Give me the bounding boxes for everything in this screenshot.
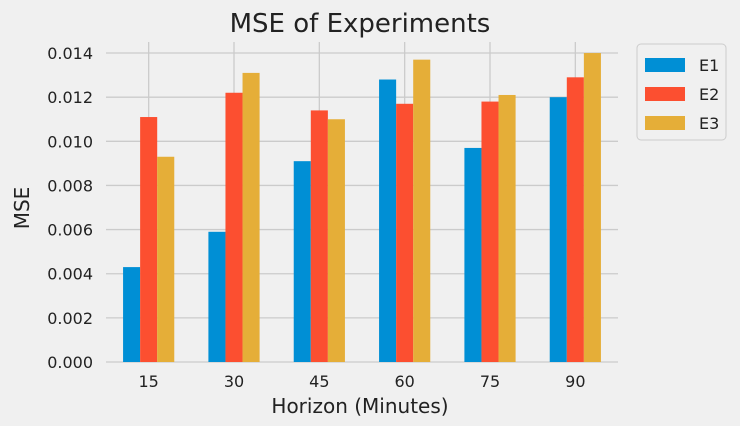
- bar-e1-45: [293, 161, 311, 362]
- y-tick-label: 0.012: [47, 88, 93, 107]
- bar-e1-30: [208, 231, 226, 362]
- x-tick-label: 90: [565, 372, 585, 391]
- x-axis-title: Horizon (Minutes): [271, 394, 448, 418]
- bar-e3-15: [157, 156, 175, 362]
- legend-swatch-e1: [645, 58, 685, 72]
- x-tick-label: 60: [394, 372, 414, 391]
- legend: E1 E2 E3: [636, 43, 727, 141]
- x-axis-ticks: 15 30 45 60 75 90: [138, 372, 585, 391]
- bar-e2-60: [396, 103, 414, 363]
- bar-e2-30: [225, 92, 243, 363]
- y-tick-label: 0.002: [47, 309, 93, 328]
- bar-e3-75: [498, 94, 516, 362]
- bar-e2-45: [310, 110, 328, 363]
- y-tick-label: 0.014: [47, 44, 93, 63]
- bar-e3-60: [413, 59, 431, 362]
- y-tick-label: 0.000: [47, 353, 93, 372]
- bar-e3-90: [583, 53, 601, 362]
- bar-e3-30: [242, 72, 260, 363]
- y-axis-ticks: 0.000 0.002 0.004 0.006 0.008 0.010 0.012 0.014: [47, 44, 93, 372]
- x-tick-label: 75: [480, 372, 500, 391]
- chart-title: MSE of Experiments: [230, 9, 491, 39]
- bar-e1-90: [549, 97, 567, 362]
- y-tick-label: 0.006: [47, 221, 93, 240]
- legend-swatch-e3: [645, 116, 685, 130]
- bar-e2-75: [481, 101, 499, 362]
- bar-e1-75: [464, 147, 482, 362]
- bar-e1-60: [379, 79, 397, 362]
- legend-swatch-e2: [645, 87, 685, 101]
- x-tick-label: 45: [309, 372, 329, 391]
- y-tick-label: 0.004: [47, 265, 93, 284]
- y-tick-label: 0.010: [47, 132, 93, 151]
- legend-label-e3: E3: [699, 114, 719, 133]
- bar-e3-45: [327, 119, 345, 362]
- y-tick-label: 0.008: [47, 176, 93, 195]
- y-axis-title: MSE: [10, 187, 34, 230]
- x-tick-label: 30: [224, 372, 244, 391]
- bar-e2-15: [140, 117, 158, 362]
- bar-e2-90: [566, 77, 584, 362]
- bars: [123, 53, 601, 363]
- legend-label-e2: E2: [699, 85, 719, 104]
- legend-label-e1: E1: [699, 56, 719, 75]
- bar-e1-15: [123, 267, 141, 362]
- x-tick-label: 15: [138, 372, 158, 391]
